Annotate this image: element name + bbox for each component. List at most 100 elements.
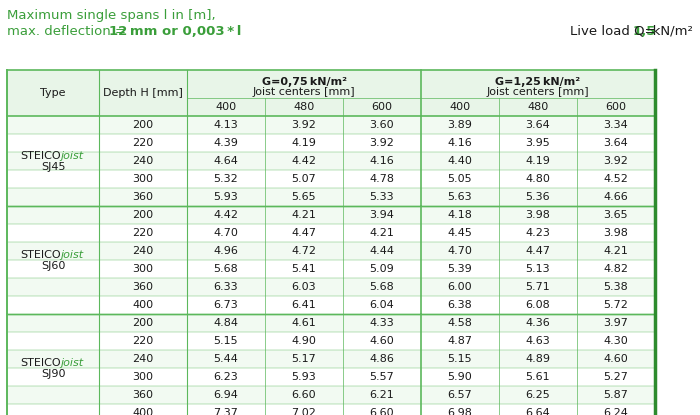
Text: 400: 400: [449, 102, 470, 112]
Bar: [7, 314, 655, 332]
Text: 4.64: 4.64: [214, 156, 239, 166]
Bar: [7, 332, 655, 350]
Text: SJ60: SJ60: [41, 261, 65, 271]
Bar: [7, 116, 655, 134]
Text: 3.94: 3.94: [370, 210, 394, 220]
Text: 4.72: 4.72: [291, 246, 316, 256]
Text: 480: 480: [293, 102, 314, 112]
Text: 4.52: 4.52: [603, 174, 629, 184]
Text: 3.98: 3.98: [603, 228, 629, 238]
Bar: [7, 224, 655, 242]
Text: 5.68: 5.68: [214, 264, 239, 274]
Text: 6.03: 6.03: [292, 282, 316, 292]
Text: 6.21: 6.21: [370, 390, 394, 400]
Text: 5.68: 5.68: [370, 282, 394, 292]
Text: 3.34: 3.34: [603, 120, 629, 130]
Bar: [7, 404, 655, 415]
Text: 4.21: 4.21: [603, 246, 629, 256]
Text: 5.90: 5.90: [447, 372, 473, 382]
Bar: [7, 152, 655, 170]
Text: 5.39: 5.39: [447, 264, 473, 274]
Text: 1,5: 1,5: [633, 25, 656, 38]
Text: 4.70: 4.70: [447, 246, 473, 256]
Text: 400: 400: [216, 102, 237, 112]
Text: 3.60: 3.60: [370, 120, 394, 130]
Text: 4.63: 4.63: [526, 336, 550, 346]
Text: SJ90: SJ90: [41, 369, 65, 379]
Text: 360: 360: [132, 282, 153, 292]
Text: STEICO: STEICO: [21, 358, 62, 368]
Text: 5.07: 5.07: [292, 174, 316, 184]
Text: 3.95: 3.95: [526, 138, 550, 148]
Text: 6.64: 6.64: [526, 408, 550, 415]
Text: 4.23: 4.23: [526, 228, 550, 238]
Text: 6.24: 6.24: [603, 408, 629, 415]
Text: 4.42: 4.42: [214, 210, 239, 220]
Text: 5.57: 5.57: [370, 372, 394, 382]
Text: 6.23: 6.23: [214, 372, 239, 382]
Text: 5.41: 5.41: [292, 264, 316, 274]
Bar: [7, 368, 655, 386]
Text: 240: 240: [132, 246, 153, 256]
Text: 4.87: 4.87: [447, 336, 473, 346]
Text: 4.80: 4.80: [526, 174, 550, 184]
Text: 4.61: 4.61: [292, 318, 316, 328]
Text: 5.72: 5.72: [603, 300, 629, 310]
Text: 5.93: 5.93: [292, 372, 316, 382]
Text: Type: Type: [41, 88, 66, 98]
Text: G=0,75 kN/m²: G=0,75 kN/m²: [262, 77, 346, 87]
Text: 4.90: 4.90: [292, 336, 316, 346]
Text: 4.89: 4.89: [526, 354, 550, 364]
Text: 360: 360: [132, 390, 153, 400]
Text: 3.92: 3.92: [370, 138, 394, 148]
Text: 5.36: 5.36: [526, 192, 550, 202]
Text: Maximum single spans l in [m],: Maximum single spans l in [m],: [7, 9, 216, 22]
Bar: [7, 134, 655, 152]
Text: STEICO: STEICO: [21, 250, 62, 260]
Text: 5.27: 5.27: [603, 372, 629, 382]
Text: 4.66: 4.66: [603, 192, 629, 202]
Text: 5.33: 5.33: [370, 192, 394, 202]
Text: 5.09: 5.09: [370, 264, 394, 274]
Text: 4.21: 4.21: [292, 210, 316, 220]
Text: 5.61: 5.61: [526, 372, 550, 382]
Text: 300: 300: [132, 372, 153, 382]
Text: 5.32: 5.32: [214, 174, 239, 184]
Text: 4.16: 4.16: [370, 156, 394, 166]
Text: 3.92: 3.92: [292, 120, 316, 130]
Text: 5.13: 5.13: [526, 264, 550, 274]
Text: 600: 600: [606, 102, 626, 112]
Text: 5.63: 5.63: [448, 192, 472, 202]
Text: 4.96: 4.96: [214, 246, 239, 256]
Text: 6.04: 6.04: [370, 300, 394, 310]
Text: SJ45: SJ45: [41, 162, 65, 172]
Text: 6.25: 6.25: [526, 390, 550, 400]
Text: 4.16: 4.16: [447, 138, 473, 148]
Text: max. deflection =: max. deflection =: [7, 25, 130, 38]
Text: 4.42: 4.42: [291, 156, 316, 166]
Text: joist: joist: [60, 151, 83, 161]
Text: 6.57: 6.57: [447, 390, 473, 400]
Text: 4.33: 4.33: [370, 318, 394, 328]
Bar: [7, 260, 655, 278]
Text: 6.98: 6.98: [447, 408, 473, 415]
Text: 5.15: 5.15: [448, 354, 472, 364]
Text: 3.89: 3.89: [447, 120, 473, 130]
Text: 5.44: 5.44: [214, 354, 239, 364]
Bar: [7, 70, 655, 116]
Text: 4.60: 4.60: [370, 336, 394, 346]
Text: 5.05: 5.05: [448, 174, 472, 184]
Text: 4.60: 4.60: [603, 354, 629, 364]
Text: 4.82: 4.82: [603, 264, 629, 274]
Text: STEICO: STEICO: [21, 151, 62, 161]
Text: 5.38: 5.38: [603, 282, 629, 292]
Text: 4.21: 4.21: [370, 228, 394, 238]
Text: 4.84: 4.84: [214, 318, 239, 328]
Text: 6.08: 6.08: [526, 300, 550, 310]
Text: 5.71: 5.71: [526, 282, 550, 292]
Bar: [7, 170, 655, 188]
Text: 240: 240: [132, 156, 153, 166]
Text: 4.44: 4.44: [370, 246, 395, 256]
Text: 220: 220: [132, 138, 153, 148]
Text: kN/m²: kN/m²: [650, 25, 693, 38]
